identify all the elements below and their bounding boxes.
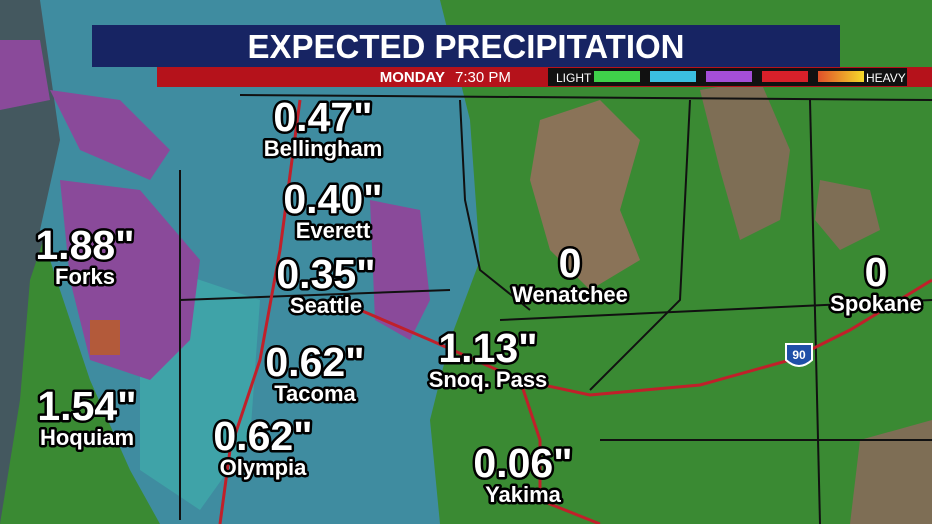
amount: 0 xyxy=(865,249,888,295)
location-labels: 0.47"Bellingham 0.40"Everett 0.35"Seattle 1… xyxy=(33,92,924,510)
day: MONDAY xyxy=(380,69,445,86)
legend-low-label: LIGHT xyxy=(556,71,592,85)
precip-purple xyxy=(0,40,50,110)
shield-shape xyxy=(785,343,813,367)
city-name: Hoquiam xyxy=(40,425,134,450)
borders xyxy=(179,94,932,524)
amount: 0.35" xyxy=(276,251,375,297)
legend-swatch xyxy=(594,71,640,82)
highways xyxy=(218,99,932,524)
legend-swatch xyxy=(818,71,864,82)
amount: 1.54" xyxy=(37,383,136,429)
amount: 0.47" xyxy=(273,94,372,140)
amount: 0.62" xyxy=(213,413,312,459)
time: 7:30 PM xyxy=(455,69,511,86)
city-name: Yakima xyxy=(485,482,562,507)
amount: 1.88" xyxy=(35,222,134,268)
amount: 0.62" xyxy=(265,339,364,385)
amount: 0.40" xyxy=(283,176,382,222)
title-bar xyxy=(92,25,840,67)
precip-purple xyxy=(370,200,430,340)
amount: 1.13" xyxy=(438,325,537,371)
legend-high-label: HEAVY xyxy=(866,71,906,85)
legend-swatch xyxy=(706,71,752,82)
amount: 0 xyxy=(559,240,582,286)
city-name: Tacoma xyxy=(274,381,356,406)
terrain xyxy=(530,100,640,290)
city-name: Seattle xyxy=(290,293,362,318)
title: EXPECTED PRECIPITATION xyxy=(248,28,685,65)
terrain xyxy=(850,420,932,524)
city-name: Bellingham xyxy=(264,136,383,161)
legend-swatch xyxy=(650,71,696,82)
city-name: Everett xyxy=(296,218,371,243)
city-name: Olympia xyxy=(220,455,308,480)
amount: 0.06" xyxy=(473,440,572,486)
terrain xyxy=(815,180,880,250)
city-name: Spokane xyxy=(830,291,922,316)
legend-swatch xyxy=(762,71,808,82)
highway-shield: 90 xyxy=(785,343,813,367)
city-name: Wenatchee xyxy=(512,282,628,307)
city-name: Snoq. Pass xyxy=(429,367,548,392)
terrain xyxy=(700,80,790,240)
precip-purple xyxy=(50,90,170,180)
shield-number: 90 xyxy=(792,348,806,362)
city-name: Forks xyxy=(55,264,115,289)
precip-orange xyxy=(90,320,120,355)
